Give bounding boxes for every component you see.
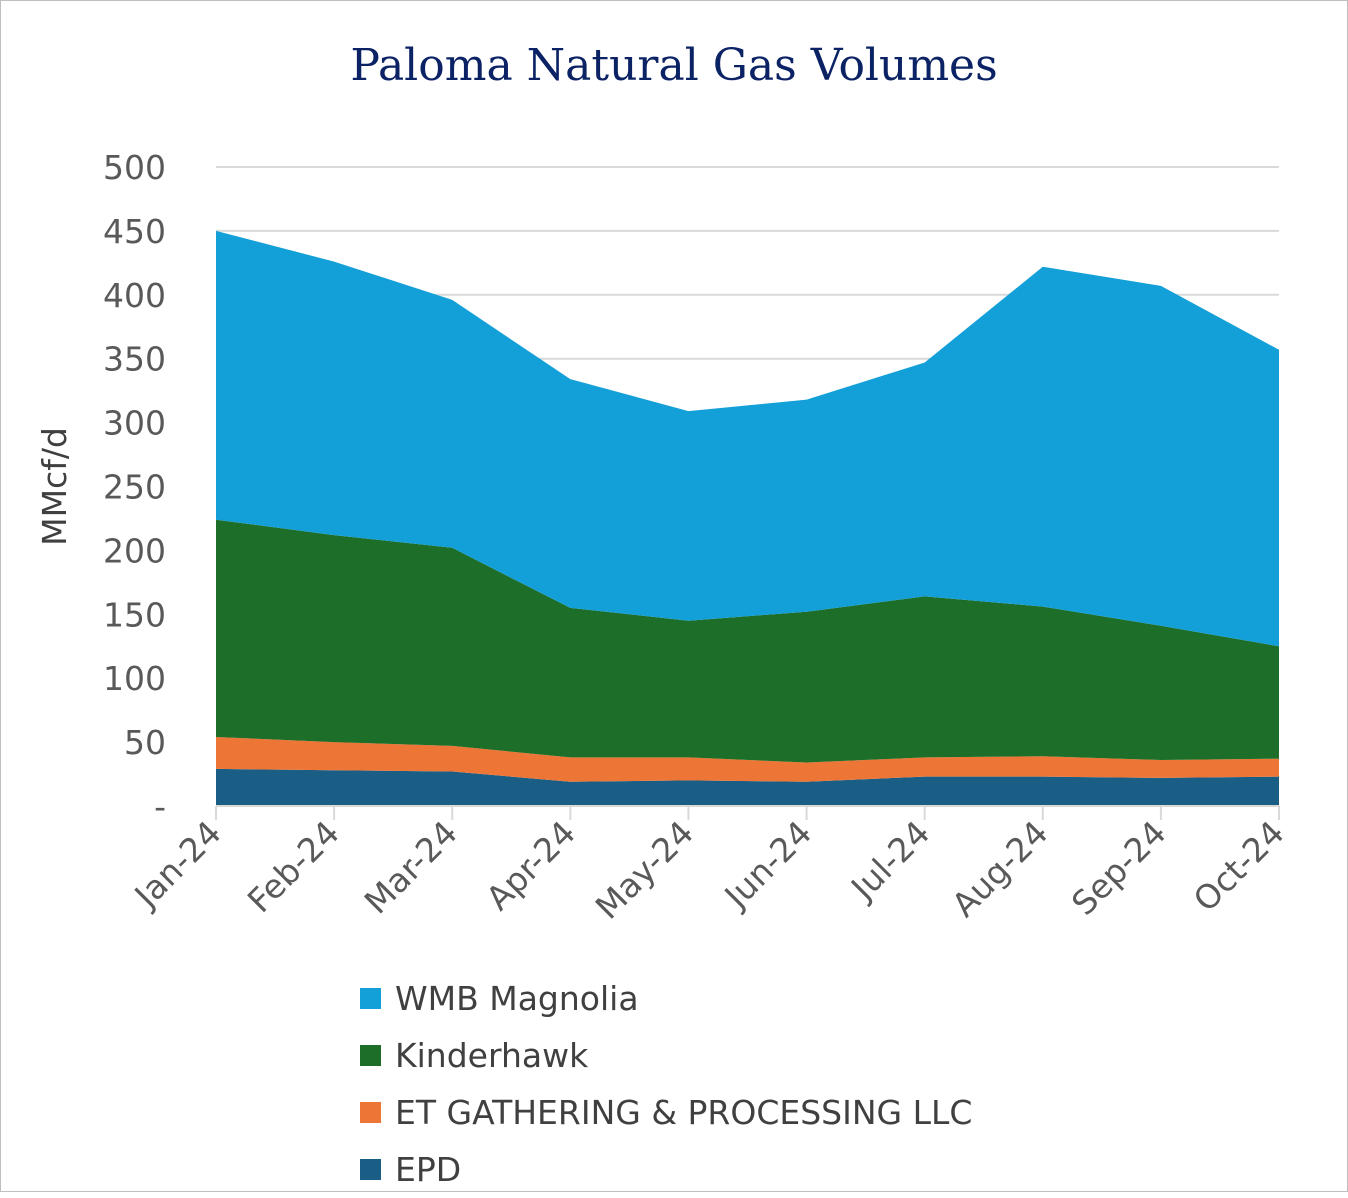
legend-swatch — [360, 1159, 381, 1180]
x-tick-label: Mar-24 — [357, 813, 465, 921]
y-tick-label: 400 — [103, 276, 166, 315]
legend-item-wmb-magnolia: WMB Magnolia — [360, 970, 972, 1027]
legend-label: ET GATHERING & PROCESSING LLC — [395, 1093, 973, 1132]
x-tick-label: Jan-24 — [126, 813, 229, 916]
y-tick-label: 300 — [103, 404, 166, 443]
y-tick-label: 150 — [103, 595, 166, 634]
x-tick-label: Jun-24 — [716, 813, 820, 917]
legend-label: WMB Magnolia — [395, 979, 639, 1018]
x-tick-label: May-24 — [588, 813, 702, 927]
chart-title: Paloma Natural Gas Volumes — [350, 40, 998, 91]
legend-swatch — [360, 1102, 381, 1123]
y-axis-title: MMcf/d — [35, 427, 74, 546]
area-series-et-gathering-processing-llc — [216, 737, 1279, 782]
y-tick-label: 250 — [103, 468, 166, 507]
x-tick-label: Apr-24 — [478, 813, 583, 918]
x-tick-label: Feb-24 — [240, 813, 347, 920]
x-tick-label: Oct-24 — [1186, 813, 1292, 919]
area-series-epd — [216, 768, 1279, 806]
legend-label: EPD — [395, 1150, 462, 1189]
y-tick-label: 50 — [124, 723, 166, 762]
x-tick-label: Sep-24 — [1064, 813, 1174, 923]
legend-label: Kinderhawk — [395, 1036, 589, 1075]
x-tick-label: Aug-24 — [944, 813, 1055, 924]
y-tick-label: 450 — [103, 212, 166, 251]
legend-swatch — [360, 988, 381, 1009]
y-tick-label: - — [154, 787, 166, 826]
legend-item-et-gathering-processing-llc: ET GATHERING & PROCESSING LLC — [360, 1084, 972, 1141]
area-series-wmb-magnolia — [216, 230, 1279, 647]
legend-swatch — [360, 1045, 381, 1066]
legend-item-kinderhawk: Kinderhawk — [360, 1027, 972, 1084]
legend-item-epd: EPD — [360, 1141, 972, 1198]
legend: WMB Magnolia Kinderhawk ET GATHERING & PRO… — [360, 970, 972, 1198]
y-tick-label: 350 — [103, 340, 166, 379]
area-series-kinderhawk — [216, 519, 1279, 763]
x-tick-label: Jul-24 — [842, 813, 937, 908]
y-tick-label: 100 — [103, 659, 166, 698]
y-tick-label: 500 — [103, 148, 166, 187]
y-tick-label: 200 — [103, 531, 166, 570]
